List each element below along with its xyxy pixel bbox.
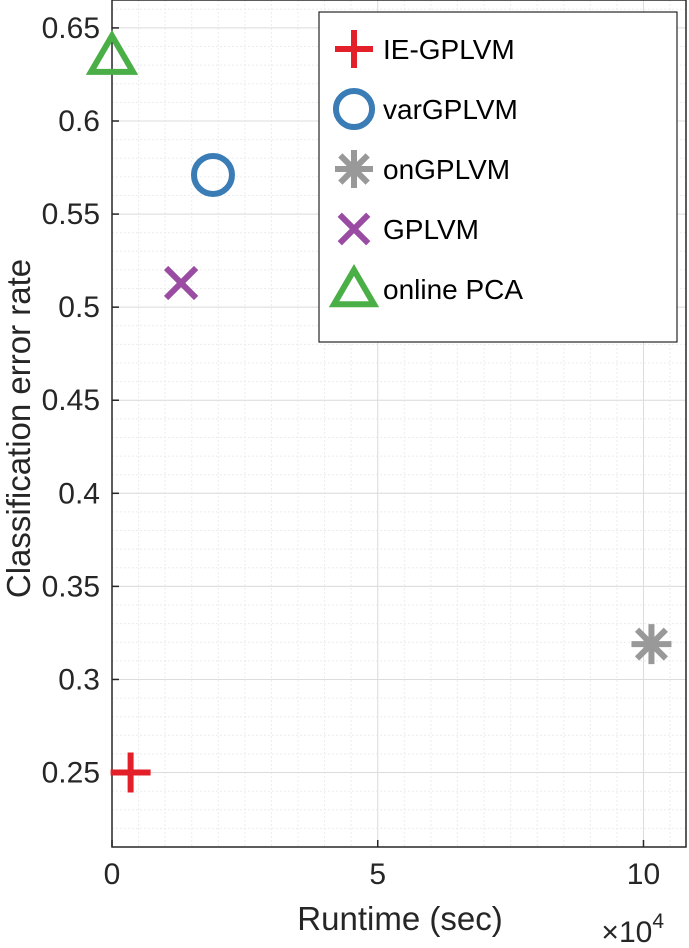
- legend-label: onGPLVM: [383, 154, 510, 185]
- legend-label: GPLVM: [383, 214, 479, 245]
- y-tick-label: 0.3: [58, 663, 100, 696]
- legend-box: [318, 11, 678, 343]
- marker-stroke: [337, 212, 371, 246]
- x-axis-exponent: ×104: [601, 910, 664, 948]
- y-tick-label: 0.6: [58, 105, 100, 138]
- axis-ticks: 0 5 10 0.25 0.3 0.35 0.4 0.45 0.5 0.55 0.6 0.65: [42, 12, 661, 891]
- legend-entry-gplvm: GPLVM: [337, 212, 479, 246]
- y-tick-label: 0.35: [42, 570, 100, 603]
- y-tick-label: 0.5: [58, 291, 100, 324]
- data-point-ongplvm: [631, 624, 672, 665]
- data-points: [85, 29, 672, 793]
- x-axis-exponent-power: 4: [652, 910, 664, 933]
- x-tick-label: 0: [104, 858, 121, 891]
- y-tick-label: 0.65: [42, 12, 100, 45]
- data-point-gplvm: [163, 265, 199, 301]
- legend-marker: [335, 30, 373, 68]
- y-tick-label: 0.25: [42, 757, 100, 790]
- marker-shape: [190, 152, 235, 197]
- legend-label: online PCA: [383, 274, 523, 305]
- x-axis-exponent-base: ×10: [601, 916, 652, 948]
- legend-marker: [337, 212, 371, 246]
- legend-entry-vargplvm: varGPLVM: [332, 87, 518, 131]
- marker-shape: [85, 29, 139, 75]
- legend-marker: [332, 87, 376, 131]
- marker-shape: [332, 87, 376, 131]
- legend-marker: [335, 150, 373, 188]
- legend-entry-ie-gplvm: IE-GPLVM: [335, 30, 515, 68]
- legend: IE-GPLVM varGPLVM onGPLVM GPLVM online PCA: [318, 11, 678, 343]
- legend-marker: [328, 264, 380, 308]
- marker-shape: [328, 264, 380, 308]
- y-axis-title: Classification error rate: [0, 259, 37, 598]
- plot-area-frame: [111, 0, 687, 848]
- x-tick-label: 10: [627, 858, 660, 891]
- legend-label: varGPLVM: [383, 94, 518, 125]
- y-tick-label: 0.55: [42, 198, 100, 231]
- data-point-vargplvm: [190, 152, 235, 197]
- data-point-online-pca: [85, 29, 139, 75]
- legend-entry-online-pca: online PCA: [328, 264, 523, 308]
- marker-stroke: [163, 265, 199, 301]
- marker-stroke: [338, 153, 370, 185]
- legend-entry-ongplvm: onGPLVM: [335, 150, 510, 188]
- y-tick-label: 0.4: [58, 477, 100, 510]
- data-point-ie-gplvm: [110, 752, 151, 793]
- y-tick-label: 0.45: [42, 384, 100, 417]
- x-axis-title: Runtime (sec): [297, 900, 502, 937]
- marker-stroke: [634, 627, 668, 661]
- legend-label: IE-GPLVM: [383, 34, 515, 65]
- x-tick-label: 5: [369, 858, 386, 891]
